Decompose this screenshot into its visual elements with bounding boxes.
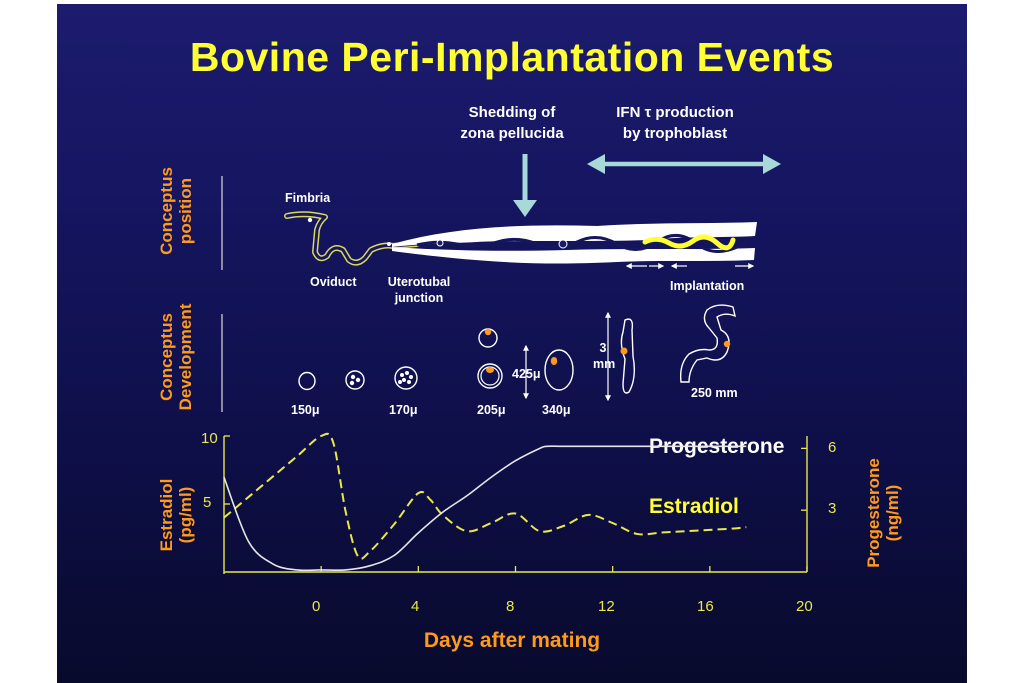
ifn-double-arrow-icon (587, 154, 781, 174)
size-3mm-line-1: 3 (599, 341, 607, 355)
right-tick-3: 3 (828, 500, 837, 517)
implantation-label: Implantation (670, 279, 745, 293)
shedding-line-2: zona pellucida (460, 125, 564, 142)
chart-axes (223, 436, 808, 574)
size-label-205: 205μ (477, 403, 506, 417)
slide: Bovine Peri-Implantation Events Shedding… (57, 4, 967, 683)
series-line-progesterone (223, 445, 747, 572)
ifn-annotation: IFN τ production by trophoblast (600, 102, 750, 144)
right-tick-6: 6 (828, 439, 837, 456)
diagram-graphics (221, 154, 808, 574)
shedding-line-1: Shedding of (468, 104, 556, 121)
series-line-estradiol (223, 432, 747, 560)
size-label-170: 170μ (389, 403, 418, 417)
x-axis-title: Days after mating (423, 629, 601, 652)
slide-title: Bovine Peri-Implantation Events (189, 34, 835, 80)
legend-estradiol: Estradiol (649, 495, 739, 518)
utj-line-2: junction (394, 291, 444, 305)
x-tick-20: 20 (796, 598, 813, 615)
x-tick-0: 0 (312, 598, 321, 615)
left-tick-10: 10 (201, 430, 218, 447)
chart-ticks (224, 435, 808, 572)
left-tick-5: 5 (203, 494, 212, 511)
x-tick-4: 4 (411, 598, 420, 615)
shedding-arrow-icon (513, 154, 537, 217)
size-label-150: 150μ (291, 403, 320, 417)
size-label-250mm: 250 mm (691, 386, 738, 400)
shedding-annotation: Shedding of zona pellucida (437, 102, 587, 144)
utj-label: Uterotubal junction (381, 274, 457, 306)
reproductive-tract-diagram (284, 211, 757, 269)
utj-line-1: Uterotubal (387, 275, 451, 289)
conceptus-development-diagram (298, 304, 736, 402)
chart-series (223, 432, 747, 572)
oviduct-label: Oviduct (310, 275, 357, 289)
ifn-line-1: IFN τ production (616, 104, 734, 121)
x-tick-8: 8 (506, 598, 515, 615)
fimbria-label: Fimbria (285, 191, 331, 205)
size-label-340: 340μ (542, 403, 571, 417)
x-tick-16: 16 (697, 598, 714, 615)
x-tick-12: 12 (598, 598, 615, 615)
ifn-line-2: by trophoblast (622, 125, 728, 142)
